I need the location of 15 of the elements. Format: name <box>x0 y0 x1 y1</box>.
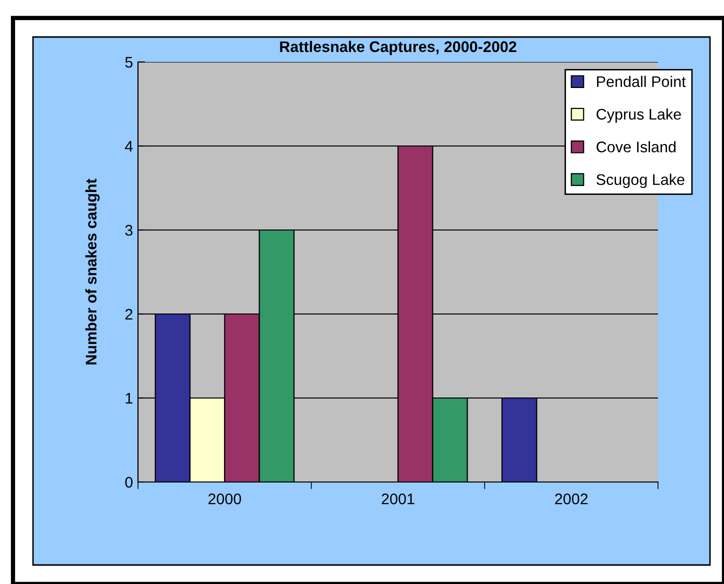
y-tick-label: 3 <box>125 224 132 236</box>
legend-label: Scugog Lake <box>596 174 684 188</box>
chart-title: Rattlesnake Captures, 2000-2002 <box>280 40 516 56</box>
y-tick-label: 5 <box>125 57 132 68</box>
y-tick-label: 2 <box>125 308 132 320</box>
y-axis-title: Number of snakes caught <box>85 178 100 364</box>
legend-label: Cyprus Lake <box>596 108 681 123</box>
legend-label: Cove Island <box>596 141 676 152</box>
x-tick-label: 2000 <box>208 494 242 504</box>
x-tick-label: 2001 <box>382 494 414 504</box>
y-tick-label: 0 <box>125 476 133 488</box>
legend-label: Pendall Point <box>597 76 686 88</box>
y-tick-label: 4 <box>124 141 133 152</box>
y-tick-label: 1 <box>126 393 132 404</box>
x-tick-label: 2002 <box>555 494 588 504</box>
